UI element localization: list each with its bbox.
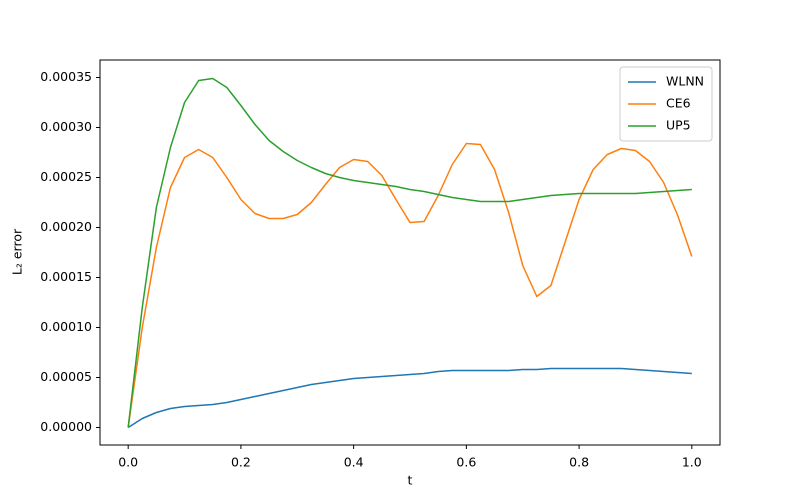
x-tick-label: 0.8 xyxy=(569,455,589,470)
legend-box xyxy=(619,66,713,142)
legend-label: UP5 xyxy=(666,118,691,133)
legend-label: CE6 xyxy=(666,96,691,111)
line-series xyxy=(127,367,692,429)
y-tick-label: 0.00005 xyxy=(40,369,92,384)
x-tick-label: 0.4 xyxy=(344,455,364,470)
y-axis-label: L₂ error xyxy=(10,228,25,275)
y-tick-label: 0.00030 xyxy=(40,119,92,134)
y-tick-label: 0.00025 xyxy=(40,169,92,184)
x-axis-label: t xyxy=(408,473,413,488)
x-tick-label: 0.2 xyxy=(231,455,251,470)
y-tick-label: 0.00015 xyxy=(40,269,92,284)
x-tick-label: 0.0 xyxy=(118,455,138,470)
y-tick-label: 0.00020 xyxy=(40,219,92,234)
line-series xyxy=(127,142,693,428)
line-series xyxy=(127,77,692,428)
legend-label: WLNN xyxy=(666,74,704,89)
y-tick-label: 0.00035 xyxy=(40,69,92,84)
x-tick-label: 0.6 xyxy=(456,455,476,470)
x-tick-label: 1.0 xyxy=(682,455,702,470)
y-tick-label: 0.00000 xyxy=(40,419,92,434)
plot-frame xyxy=(99,59,721,446)
y-tick-label: 0.00010 xyxy=(40,319,92,334)
